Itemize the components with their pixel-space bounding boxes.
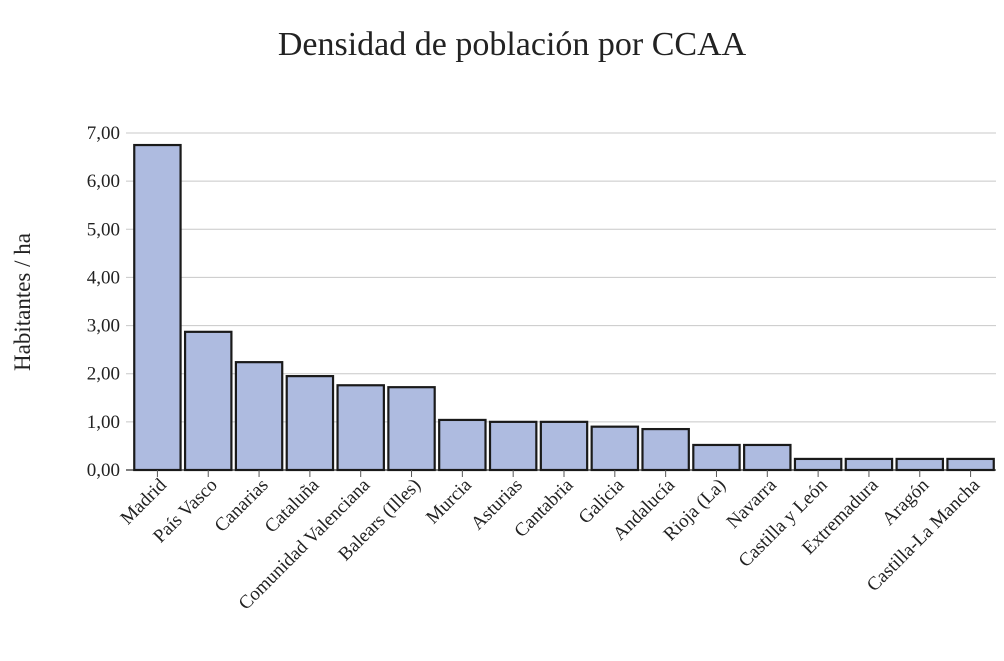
x-tick-label: Castilla y León [735,474,832,571]
bar [743,443,792,472]
bar [438,418,487,472]
bar [488,420,538,472]
y-axis-ticks: 0,00 1,00 2,00 3,00 4,00 5,00 6,00 7,00 [87,123,120,481]
bar [387,386,436,472]
bar [133,143,182,472]
bars [133,143,995,472]
y-axis-label: Habitantes / ha [10,233,35,371]
y-tick-label: 5,00 [87,219,120,240]
bar [539,420,589,472]
bar [844,457,894,472]
bar [183,330,233,472]
bar [692,443,741,472]
y-tick-label: 7,00 [87,123,120,144]
y-tick-label: 0,00 [87,460,120,481]
bar [946,457,995,472]
chart-title: Densidad de población por CCAA [278,26,747,63]
bar [895,457,945,472]
bar [336,384,385,472]
y-tick-label: 3,00 [87,316,120,337]
y-tick-label: 2,00 [87,364,120,385]
y-tick-label: 4,00 [87,267,120,288]
bar [641,427,690,472]
y-tick-label: 1,00 [87,412,120,433]
bar [793,457,843,472]
x-tick-label: Canarias [211,475,273,537]
y-tick-label: 6,00 [87,171,120,192]
bar [234,361,284,472]
bar [285,375,335,472]
bar [590,425,640,472]
